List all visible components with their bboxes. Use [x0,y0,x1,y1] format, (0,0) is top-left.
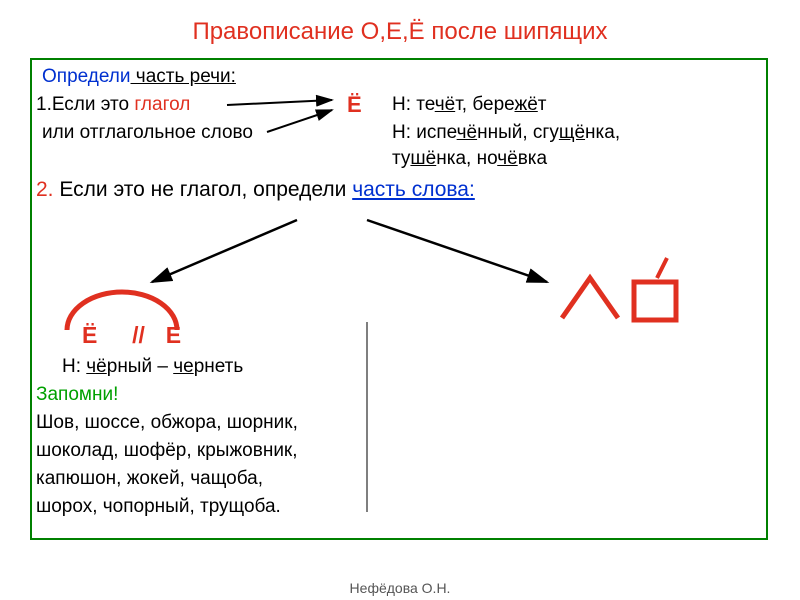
alternation: Ё // Е [82,322,181,349]
alt-ex-u1: чё [86,356,106,377]
rule1-examples: Н: течёт, бережёт [392,94,546,116]
intro-label: Определи [42,66,131,87]
rule1-yo-wrap: Ё [347,92,362,118]
mem-line-1: шоколад, шофёр, крыжовник, [36,440,298,462]
rule1b-ex2-u1: шё [410,148,436,169]
remember-label: Запомни! [36,384,118,406]
rule2-prefix: 2. [36,178,59,201]
alt-ex-end: рнеть [194,356,244,377]
rule1-ex-mid: т, бере [455,94,514,115]
alt-ex-prefix: Н: [62,356,86,377]
rule1b-examples2: тушёнка, ночёвка [392,148,547,170]
arrow-verb-to-yo [227,100,332,105]
mem-line-0: Шов, шоссе, обжора, шорник, [36,412,298,434]
arrow-verbal-to-yo [267,110,332,132]
footer-author: Нефёдова О.Н. [0,580,800,596]
rule1b-line: или отглагольное слово [42,122,253,144]
page-title: Правописание О,Е,Ё после шипящих [0,0,800,56]
rule1b-ex2-end: вка [518,148,547,169]
rule1b-ex-u2: щё [559,122,585,143]
alt-ex-u2: че [173,356,193,377]
rule1-yo: Ё [347,92,362,117]
intro-rest: часть речи: [131,66,236,87]
rule1-prefix: 1.Если это [36,94,134,115]
suffix-caret-icon [562,278,618,318]
mem-line-3: шорох, чопорный, трущоба. [36,496,281,518]
rule1-ex-u2: жё [515,94,538,115]
alt-yo: Ё [82,322,97,348]
rule1b-ex2-prefix: ту [392,148,410,169]
rule1b-ex2-mid: нка, но [436,148,497,169]
stress-mark-icon [657,258,667,278]
rule2-mid: Если это не глагол, определи [59,178,352,201]
intro-line: Определи часть речи: [42,66,236,88]
arrow-to-root [152,220,297,282]
rule1-ex-end: т [538,94,547,115]
rule1-ex-u1: чё [435,94,455,115]
rule1-line: 1.Если это глагол [36,94,190,116]
content-box: Определи часть речи: 1.Если это глагол Ё… [30,58,768,540]
rule1b-ex-u1: чё [457,122,477,143]
rule1b-ex-mid1: нный, сгу [477,122,559,143]
rule1b-examples: Н: испечённый, сгущёнка, [392,122,620,144]
ending-box-icon [634,282,676,320]
rule1b-ex2-u2: чё [497,148,517,169]
alt-slash: // [132,322,145,348]
rule1-ex-prefix: Н: те [392,94,435,115]
rule1-verb: глагол [134,94,190,115]
arrow-to-suffix [367,220,547,282]
rule2-line: 2. Если это не глагол, определи часть сл… [36,178,475,202]
alt-e: Е [166,322,181,348]
rule1b-ex-prefix: Н: испе [392,122,457,143]
alternation-example: Н: чёрный – чернеть [62,356,243,378]
alt-ex-mid: рный – [107,356,173,377]
rule2-link: часть слова: [352,178,475,201]
rule1b-ex-end1: нка, [585,122,620,143]
mem-line-2: капюшон, жокей, чащоба, [36,468,263,490]
